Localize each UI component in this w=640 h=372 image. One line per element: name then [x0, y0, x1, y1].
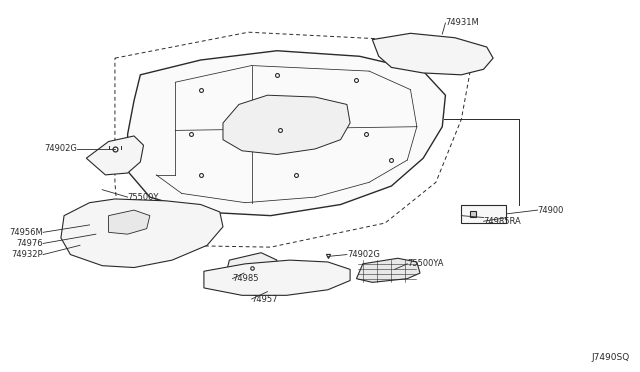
- Polygon shape: [204, 260, 350, 295]
- Text: 74985: 74985: [232, 274, 259, 283]
- Polygon shape: [109, 210, 150, 234]
- Polygon shape: [356, 258, 420, 282]
- Text: 74932P: 74932P: [12, 250, 43, 259]
- Polygon shape: [372, 33, 493, 75]
- Polygon shape: [86, 136, 143, 175]
- Text: 75500YA: 75500YA: [407, 259, 444, 268]
- Text: 74985RA: 74985RA: [484, 217, 522, 226]
- Text: 74931M: 74931M: [445, 19, 479, 28]
- Polygon shape: [127, 51, 445, 216]
- Text: 74902G: 74902G: [347, 250, 380, 259]
- Text: 75500Y: 75500Y: [127, 193, 159, 202]
- Polygon shape: [461, 205, 506, 223]
- Text: 74900: 74900: [538, 206, 564, 215]
- Text: J7490SQ: J7490SQ: [591, 353, 630, 362]
- Text: 74957: 74957: [252, 295, 278, 304]
- Polygon shape: [226, 253, 277, 277]
- Text: 74976: 74976: [17, 239, 43, 248]
- Polygon shape: [223, 95, 350, 154]
- Text: 74956M: 74956M: [10, 228, 43, 237]
- Polygon shape: [61, 199, 223, 267]
- Text: 74902G: 74902G: [44, 144, 77, 153]
